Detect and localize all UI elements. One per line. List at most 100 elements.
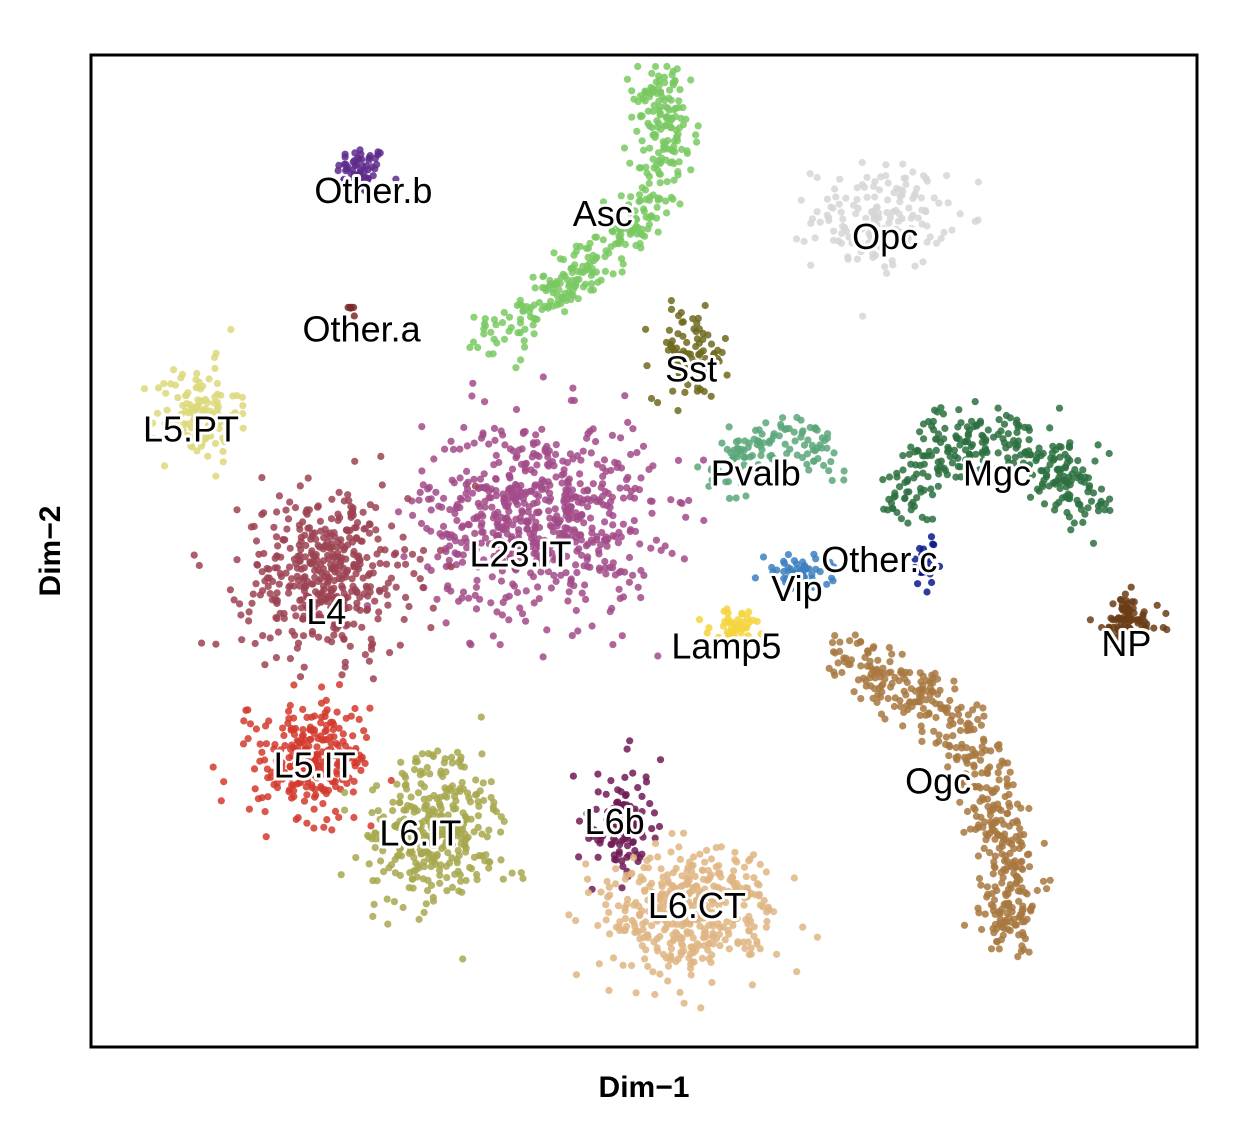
point-l6-ct: [693, 940, 702, 948]
point-opc: [871, 193, 879, 201]
point-l6-it: [410, 854, 418, 862]
point-lamp5: [743, 614, 752, 622]
point-ogc: [974, 824, 982, 832]
point-l23-it: [456, 474, 464, 482]
point-ogc: [917, 722, 925, 730]
point-l23-it: [542, 558, 550, 566]
point-pvalb: [775, 458, 784, 466]
point-ogc: [960, 753, 969, 762]
point-l23-it: [449, 445, 458, 453]
point-ogc: [994, 830, 1002, 839]
point-l6-ct: [750, 923, 758, 931]
point-mgc: [1004, 465, 1012, 473]
point-l5-pt: [219, 458, 227, 466]
point-l6-ct: [665, 909, 674, 917]
point-ogc: [898, 650, 906, 658]
point-l5-pt: [170, 366, 178, 374]
point-l5-pt: [239, 424, 247, 432]
point-opc: [889, 208, 897, 216]
point-l4: [382, 560, 391, 568]
point-l23-it: [507, 488, 516, 496]
point-ogc: [884, 669, 893, 677]
point-l6-it: [401, 774, 410, 782]
point-l5-it: [350, 813, 358, 822]
point-l5-it: [351, 704, 359, 713]
point-l6-it: [456, 787, 464, 796]
point-l4: [316, 517, 324, 525]
point-l23-it: [581, 581, 589, 589]
point-sst: [707, 340, 716, 348]
plot-frame: [89, 53, 1199, 1049]
point-l6-ct: [638, 907, 646, 915]
point-l23-it: [480, 470, 488, 478]
point-l23-it: [615, 585, 623, 593]
point-opc: [896, 192, 904, 200]
point-asc: [653, 89, 661, 97]
point-l4: [369, 675, 377, 683]
point-l23-it: [458, 594, 466, 602]
point-l5-pt: [211, 364, 219, 372]
point-l4: [329, 565, 337, 573]
point-l23-it: [472, 583, 480, 591]
point-l4: [360, 525, 368, 533]
point-l6-ct: [667, 892, 675, 900]
point-opc: [813, 173, 821, 182]
point-mgc: [1002, 444, 1010, 452]
point-l6b: [569, 772, 578, 780]
point-ogc: [941, 704, 949, 712]
point-l6-it: [477, 713, 485, 721]
point-l6-ct: [680, 905, 688, 913]
point-l23-it: [488, 573, 496, 581]
point-l6-ct: [603, 877, 611, 886]
point-asc: [669, 79, 677, 87]
point-l4: [427, 624, 435, 632]
point-pvalb: [725, 423, 733, 431]
point-l23-it: [517, 517, 525, 525]
point-ogc: [979, 704, 987, 712]
point-l23-it: [592, 438, 600, 446]
point-ogc: [836, 638, 844, 646]
point-opc: [919, 258, 927, 266]
point-l5-it: [349, 732, 357, 740]
point-l4: [341, 604, 349, 613]
point-ogc: [944, 763, 952, 771]
point-pvalb: [820, 461, 828, 470]
point-l6-it: [407, 816, 415, 824]
point-l6b: [630, 808, 639, 816]
point-opc: [882, 172, 890, 180]
point-sst: [700, 387, 708, 396]
point-asc: [573, 276, 581, 284]
point-asc: [656, 195, 664, 203]
point-l6b: [638, 792, 646, 801]
point-l6-it: [397, 758, 405, 766]
point-ogc: [987, 945, 996, 953]
point-ogc: [1015, 897, 1023, 905]
point-l23-it: [625, 578, 634, 586]
point-l5-pt: [188, 443, 196, 451]
point-l23-it: [459, 588, 468, 596]
point-ogc: [974, 852, 983, 860]
point-lamp5: [745, 608, 753, 616]
point-opc: [858, 225, 866, 233]
point-l6-ct: [687, 964, 695, 972]
point-opc: [896, 228, 904, 236]
point-l23-it: [469, 562, 477, 570]
point-other-b: [341, 150, 349, 158]
point-l6-it: [390, 898, 398, 906]
point-other-c: [935, 562, 944, 571]
point-l6-it: [407, 793, 415, 801]
point-l6-ct: [725, 945, 733, 953]
point-asc: [674, 168, 682, 176]
point-ogc: [1025, 948, 1033, 956]
point-l23-it: [400, 553, 408, 561]
point-l23-it: [533, 451, 541, 459]
point-sst: [689, 365, 698, 373]
point-sst: [694, 383, 702, 391]
point-l6-it: [436, 812, 444, 820]
point-l6-ct: [748, 981, 757, 989]
point-l6-ct: [708, 900, 716, 908]
point-l6b: [592, 805, 600, 814]
point-l6-ct: [648, 879, 656, 888]
point-ogc: [1023, 851, 1032, 859]
